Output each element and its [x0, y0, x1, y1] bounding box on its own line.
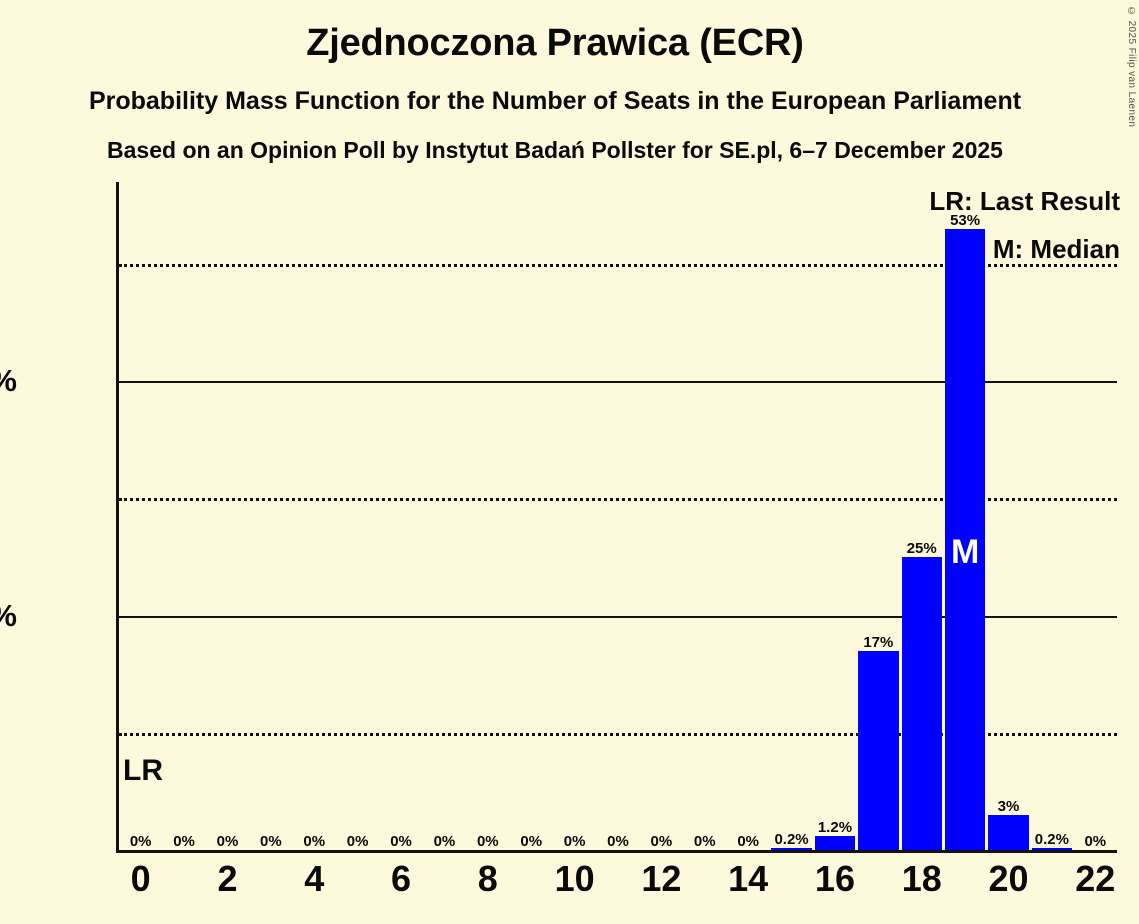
bar-seat-19 — [944, 228, 986, 850]
bar-value-label-0: 0% — [129, 833, 152, 850]
bar-value-label-21: 0.2% — [1034, 830, 1069, 848]
bar-value-label-9: 0% — [520, 833, 543, 850]
bar-value-label-18: 25% — [906, 540, 937, 558]
bar-seat-21 — [1031, 847, 1073, 850]
y-axis-line — [116, 182, 119, 851]
bar-value-label-12: 0% — [650, 833, 673, 850]
x-axis-tick-2: 2 — [217, 858, 238, 899]
bar-value-label-5: 0% — [346, 833, 369, 850]
legend-last-result: LR: Last Result — [929, 186, 1120, 216]
bar-value-label-1: 0% — [173, 833, 195, 850]
bar-value-label-4: 0% — [303, 833, 326, 850]
x-axis-tick-4: 4 — [304, 858, 325, 899]
bar-seat-16 — [814, 835, 856, 850]
bar-value-label-19: 53% — [950, 211, 981, 229]
x-axis-tick-22: 22 — [1075, 858, 1116, 899]
bar-value-label-10: 0% — [563, 833, 586, 850]
page-title: Zjednoczona Prawica (ECR) — [306, 22, 804, 64]
bar-value-label-15: 0.2% — [774, 830, 809, 848]
plot-area: 0% 0% 0% 0% 0% 0% 0% 0% 0% 0% 0% 0% 0% 0% 0% 0.2% 1.2% 17… — [116, 182, 1117, 853]
bar-value-label-13: 0% — [693, 833, 716, 850]
chart-source-line: Based on an Opinion Poll by Instytut Bad… — [107, 137, 1003, 163]
bar-value-label-11: 0% — [607, 833, 629, 850]
bar-value-label-14: 0% — [737, 833, 759, 850]
bar-value-label-16: 1.2% — [817, 818, 853, 836]
y-axis-label-40: 40% — [0, 363, 17, 399]
bar-seat-15 — [771, 847, 812, 850]
chart-subtitle: Probability Mass Function for the Number… — [88, 87, 1022, 115]
legend-median: M: Median — [992, 234, 1120, 264]
gridline-dotted-50 — [119, 264, 1117, 268]
x-axis-tick-8: 8 — [477, 858, 498, 899]
copyright-notice: © 2025 Filip van Laenen — [1126, 6, 1137, 128]
bar-seat-18 — [901, 557, 942, 850]
last-result-marker: LR — [123, 754, 163, 787]
bar-value-label-17: 17% — [863, 633, 894, 651]
bar-value-label-7: 0% — [433, 833, 456, 850]
x-axis-tick-18: 18 — [901, 858, 942, 899]
gridline-dotted-30 — [119, 498, 1117, 502]
bar-value-label-3: 0% — [260, 833, 282, 850]
bar-value-label-22: 0% — [1084, 833, 1107, 850]
gridline-dotted-10 — [119, 732, 1117, 736]
x-axis-tick-6: 6 — [391, 858, 412, 899]
x-axis-tick-14: 14 — [728, 858, 769, 899]
bar-value-label-2: 0% — [216, 833, 239, 850]
bar-seat-20 — [988, 814, 1029, 850]
x-axis-tick-10: 10 — [554, 858, 595, 899]
x-axis-tick-0: 0 — [130, 858, 151, 899]
x-axis-tick-20: 20 — [988, 858, 1029, 899]
gridline-solid-40 — [119, 381, 1117, 384]
bar-value-label-20: 3% — [997, 797, 1020, 815]
x-axis-tick-12: 12 — [641, 858, 682, 899]
bar-seat-17 — [858, 650, 899, 850]
bar-value-label-6: 0% — [390, 833, 412, 850]
bar-value-label-8: 0% — [476, 833, 499, 850]
gridline-solid-20 — [119, 615, 1117, 618]
median-marker: M — [950, 533, 980, 571]
y-axis-label-20: 20% — [0, 598, 17, 634]
x-axis-line — [116, 850, 1117, 853]
x-axis-tick-16: 16 — [814, 858, 855, 899]
